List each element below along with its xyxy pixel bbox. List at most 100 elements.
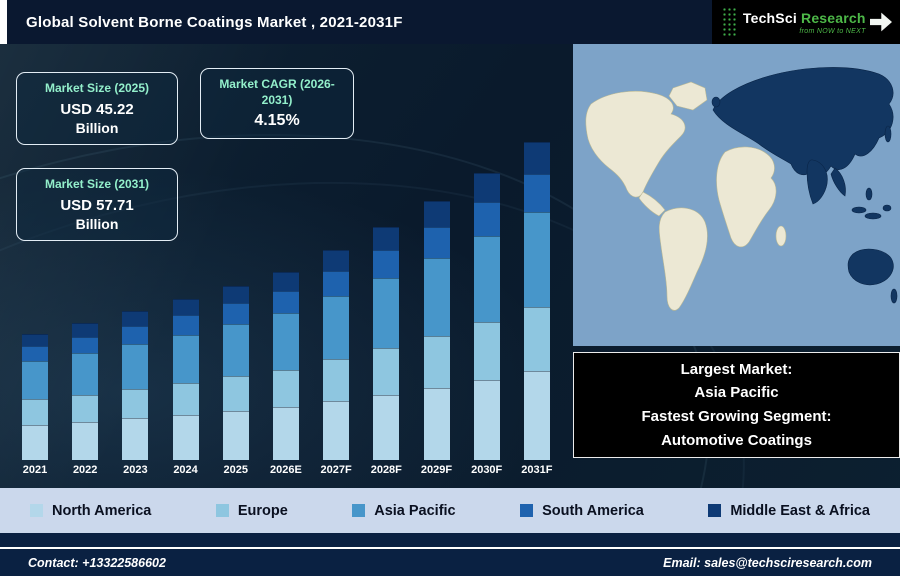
bar-segment	[222, 376, 249, 411]
bar-stack	[222, 285, 249, 460]
bar-column: 2025	[211, 44, 261, 488]
techsci-logo: TechSci Research from NOW to NEXT	[712, 0, 900, 44]
highlight-line: Automotive Coatings	[661, 431, 812, 449]
info-box-value: 4.15%	[254, 112, 300, 130]
bar-label: 2031F	[521, 464, 553, 476]
bar-column: 2022	[60, 44, 110, 488]
bar-stack	[22, 333, 48, 460]
bar-segment	[373, 394, 400, 460]
bar-segment	[122, 310, 149, 326]
map-indochina	[830, 167, 846, 197]
bar-segment	[122, 343, 149, 389]
bar-segment	[222, 303, 249, 324]
logo-text: TechSci Research from NOW to NEXT	[743, 10, 866, 35]
bar-stack	[172, 299, 199, 460]
legend-swatch	[708, 504, 722, 517]
bar-label: 2027F	[320, 464, 352, 476]
info-box-unit: Billion	[75, 215, 119, 232]
bar-column: 2028F	[361, 44, 411, 488]
logo-brand-techsci: TechSci	[742, 9, 802, 26]
bar-stack	[272, 271, 299, 460]
legend-swatch	[352, 504, 366, 517]
info-box-label: Market CAGR (2026-2031)	[219, 77, 335, 107]
bar-segment	[22, 399, 48, 425]
legend-item: Asia Pacific	[352, 503, 456, 519]
bar-label: 2025	[223, 464, 248, 476]
bar-column: 2030F	[462, 44, 512, 488]
map-madagascar	[775, 225, 787, 247]
bar-segment	[323, 270, 350, 297]
bar-segment	[323, 359, 350, 402]
map-japan	[884, 125, 892, 143]
info-box-unit: Billion	[75, 119, 119, 136]
bar-segment	[172, 334, 199, 384]
bar-stack	[72, 323, 99, 460]
bar-segment	[122, 388, 149, 419]
bar-chart: 2021 2022 2023 2024 2025 2026E 2027F 2028F 2029F…	[10, 44, 562, 488]
bar-label: 2026E	[270, 464, 302, 476]
logo-brand-research: Research	[801, 9, 866, 26]
info-box-label: Market Size (2025)	[44, 81, 150, 95]
bar-label: 2021	[22, 464, 48, 476]
bar-segment	[272, 290, 299, 314]
highlight-line: Asia Pacific	[694, 384, 779, 402]
bar-segment	[272, 369, 299, 408]
highlight-line: Largest Market:	[680, 360, 793, 378]
header: Global Solvent Borne Coatings Market , 2…	[0, 0, 900, 44]
legend-swatch	[30, 504, 43, 517]
legend-item: North America	[30, 503, 151, 519]
bar-segment	[222, 323, 249, 377]
bar-label: 2030F	[471, 464, 503, 476]
bar-segment	[22, 346, 48, 362]
bar-label: 2022	[72, 464, 98, 476]
bar-column: 2021	[10, 44, 60, 488]
bar-segment	[523, 307, 550, 371]
bar-segment	[523, 370, 550, 460]
map-uk	[711, 96, 721, 108]
bar-segment	[172, 299, 199, 316]
bar-segment	[373, 226, 400, 251]
map-australia	[847, 248, 894, 286]
map-indonesia	[851, 206, 867, 214]
market-highlight-box: Largest Market: Asia Pacific Fastest Gro…	[573, 352, 900, 458]
map-indonesia	[864, 212, 882, 220]
bar-segment	[423, 335, 450, 388]
footer: Contact: +13322586602 Email: sales@techs…	[0, 533, 900, 576]
legend-label: South America	[542, 502, 644, 519]
bar-segment	[272, 271, 299, 291]
bar-column: 2031F	[512, 44, 562, 488]
map-indonesia	[882, 204, 892, 212]
legend-item: Middle East & Africa	[708, 503, 870, 519]
footer-divider	[0, 547, 900, 549]
contact-email: Email: sales@techsciresearch.com	[663, 555, 872, 570]
bar-segment	[423, 200, 450, 227]
header-left-accent	[0, 0, 7, 44]
market-cagr-box: Market CAGR (2026-2031) 4.15%	[200, 68, 354, 140]
bar-segment	[22, 333, 48, 347]
highlight-line: Fastest Growing Segment:	[641, 408, 832, 425]
bar-segment	[523, 212, 550, 308]
info-box-value: USD 45.22	[60, 100, 134, 118]
bar-segment	[523, 174, 550, 213]
bar-segment	[22, 424, 48, 460]
bar-segment	[172, 415, 199, 460]
bar-label: 2024	[173, 464, 198, 476]
map-eurasia	[712, 67, 894, 177]
bar-segment	[122, 418, 149, 460]
bar-segment	[423, 257, 450, 336]
world-map-svg	[573, 44, 900, 346]
bar-segment	[423, 387, 450, 460]
legend-label: Europe	[237, 502, 288, 519]
bar-label: 2028F	[370, 464, 402, 476]
chart-pane: Market Size (2025) USD 45.22 Billion Mar…	[0, 44, 570, 488]
map-india	[806, 159, 828, 205]
bar-stack	[423, 200, 450, 460]
info-box-label: Market Size (2031)	[44, 177, 150, 191]
bar-segment	[222, 285, 249, 304]
bar-stack	[323, 249, 350, 460]
legend-item: Europe	[215, 502, 288, 519]
bar-stack	[523, 142, 550, 460]
bar-column: 2026E	[261, 44, 311, 488]
info-box-value: USD 57.71	[60, 196, 134, 214]
